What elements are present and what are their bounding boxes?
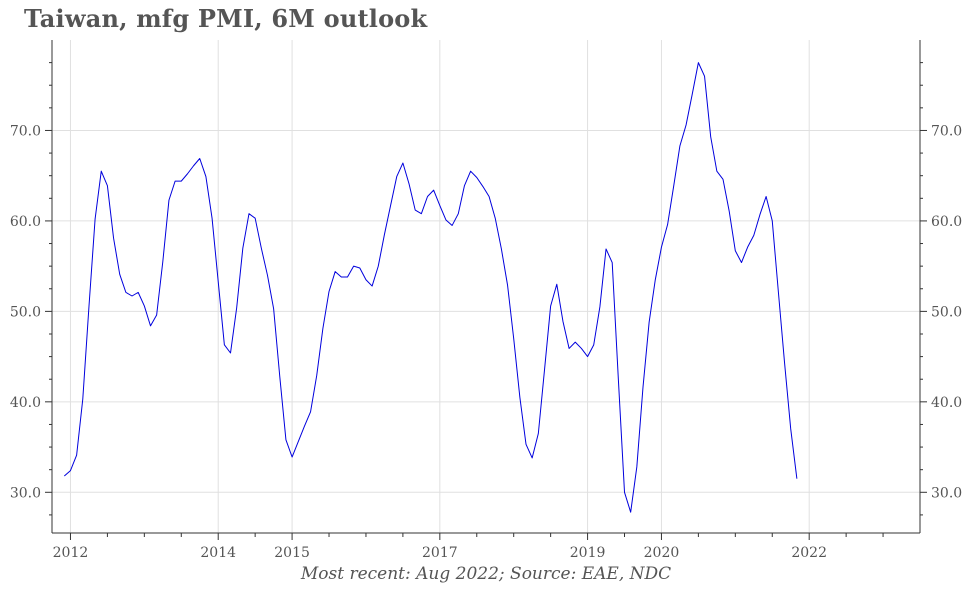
y-tick-label-left: 40.0: [10, 395, 41, 411]
y-tick-label-left: 30.0: [10, 485, 41, 501]
tick-labels: 30.0 30.0 40.0 40.0 50.0 50.0 60.0 60.0 70.0 70.0…: [10, 123, 962, 561]
source-note: Most recent: Aug 2022; Source: EAE, NDC: [300, 564, 672, 584]
y-tick-label-right: 30.0: [931, 485, 962, 501]
series-line: [63, 62, 798, 513]
axes: [45, 40, 927, 540]
y-tick-label-left: 70.0: [10, 123, 41, 139]
x-tick-label: 2019: [570, 545, 606, 561]
y-tick-label-right: 40.0: [931, 395, 962, 411]
x-tick-label: 2012: [53, 545, 89, 561]
series-layer: [63, 62, 798, 513]
x-tick-label: 2017: [422, 545, 458, 561]
x-tick-label: 2015: [274, 545, 310, 561]
y-tick-label-right: 50.0: [931, 304, 962, 320]
gridlines: [52, 40, 920, 533]
y-tick-label-right: 70.0: [931, 123, 962, 139]
y-tick-label-right: 60.0: [931, 214, 962, 230]
x-tick-label: 2014: [200, 545, 236, 561]
y-tick-label-left: 60.0: [10, 214, 41, 230]
x-tick-label: 2020: [644, 545, 680, 561]
chart-title: Taiwan, mfg PMI, 6M outlook: [24, 4, 428, 33]
x-tick-label: 2022: [791, 545, 827, 561]
y-tick-label-left: 50.0: [10, 304, 41, 320]
